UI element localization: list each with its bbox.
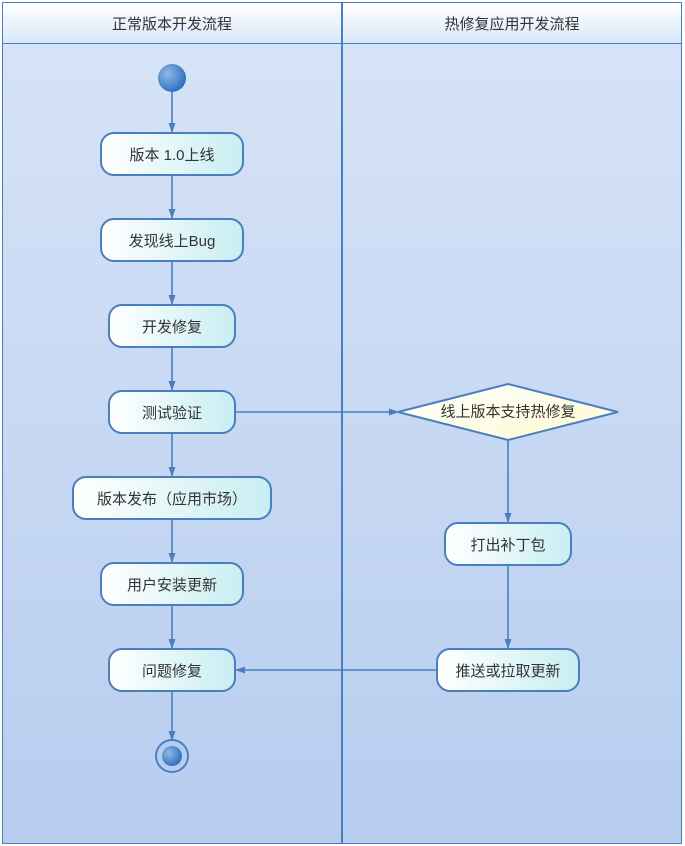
process-n9-label: 推送或拉取更新 xyxy=(455,660,560,681)
swimlane-header-left: 正常版本开发流程 xyxy=(2,2,342,44)
process-n6-label: 用户安装更新 xyxy=(127,574,217,595)
process-n5-label: 版本发布（应用市场） xyxy=(97,488,247,509)
process-n8-label: 打出补丁包 xyxy=(470,534,545,555)
flowchart-canvas: 正常版本开发流程热修复应用开发流程线上版本支持热修复版本 1.0上线发现线上Bu… xyxy=(0,0,685,846)
process-n9: 推送或拉取更新 xyxy=(436,648,580,692)
process-n8: 打出补丁包 xyxy=(444,522,572,566)
process-n3: 开发修复 xyxy=(108,304,236,348)
process-n2: 发现线上Bug xyxy=(100,218,244,262)
process-n1-label: 版本 1.0上线 xyxy=(129,144,214,165)
process-n5: 版本发布（应用市场） xyxy=(72,476,272,520)
process-n3-label: 开发修复 xyxy=(142,316,202,337)
process-n4: 测试验证 xyxy=(108,390,236,434)
process-n2-label: 发现线上Bug xyxy=(129,230,216,251)
swimlane-body-right xyxy=(342,44,682,844)
swimlane-header-right: 热修复应用开发流程 xyxy=(342,2,682,44)
process-n6: 用户安装更新 xyxy=(100,562,244,606)
process-n7-label: 问题修复 xyxy=(142,660,202,681)
process-n1: 版本 1.0上线 xyxy=(100,132,244,176)
swimlane-header-right-label: 热修复应用开发流程 xyxy=(444,13,579,34)
swimlane-header-left-label: 正常版本开发流程 xyxy=(112,13,232,34)
process-n4-label: 测试验证 xyxy=(142,402,202,423)
process-n7: 问题修复 xyxy=(108,648,236,692)
